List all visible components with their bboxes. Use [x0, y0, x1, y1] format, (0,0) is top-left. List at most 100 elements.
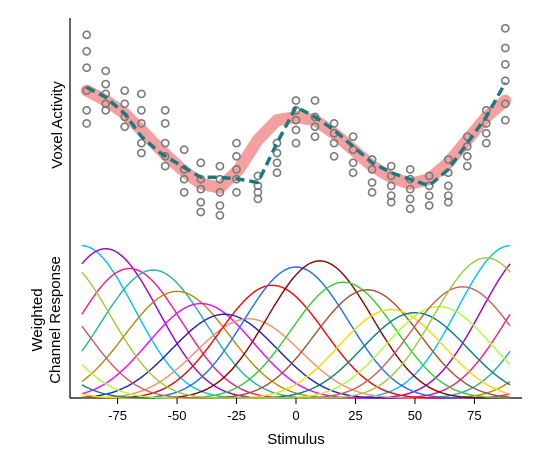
voxel-point	[500, 23, 510, 33]
voxel-point	[101, 105, 111, 115]
voxel-point	[179, 174, 189, 184]
voxel-point	[160, 151, 170, 161]
voxel-point	[405, 194, 415, 204]
channel-curve	[81, 266, 511, 399]
voxel-point	[500, 115, 510, 125]
voxel-activity-panel	[80, 23, 512, 220]
voxel-point	[348, 168, 358, 178]
voxel-point	[405, 184, 415, 194]
voxel-points-layer	[82, 23, 510, 220]
voxel-point	[462, 151, 472, 161]
voxel-point	[160, 138, 170, 148]
x-tick-label: 50	[408, 408, 422, 423]
voxel-point	[443, 197, 453, 207]
voxel-point	[120, 86, 130, 95]
voxel-point	[82, 30, 92, 40]
top-y-axis-title: Voxel Activity	[49, 81, 66, 169]
voxel-point	[160, 161, 170, 171]
voxel-point	[462, 161, 472, 171]
voxel-point	[310, 122, 320, 132]
voxel-point	[424, 171, 434, 181]
fit-curve-layer	[85, 81, 507, 188]
voxel-point	[272, 168, 282, 178]
voxel-point	[367, 164, 377, 174]
voxel-point	[196, 197, 206, 207]
voxel-point	[386, 197, 396, 207]
voxel-point	[367, 178, 377, 187]
voxel-point	[500, 99, 510, 109]
x-tick-label: 75	[467, 408, 481, 423]
voxel-point	[232, 164, 241, 174]
voxel-point	[101, 79, 111, 89]
x-tick-label: 25	[348, 408, 362, 423]
voxel-point	[291, 96, 301, 105]
voxel-point	[424, 191, 434, 200]
voxel-point	[120, 122, 130, 132]
voxel-point	[232, 151, 241, 161]
voxel-point	[348, 132, 358, 141]
voxel-point	[160, 105, 170, 115]
voxel-point	[179, 145, 189, 155]
voxel-point	[310, 96, 320, 105]
voxel-point	[160, 119, 170, 128]
voxel-point	[367, 187, 377, 197]
voxel-point	[291, 115, 301, 125]
voxel-point	[232, 187, 241, 197]
voxel-point	[481, 128, 491, 138]
voxel-point	[120, 99, 130, 109]
voxel-point	[215, 210, 225, 220]
voxel-point	[329, 119, 339, 128]
x-tick-label: -75	[108, 408, 127, 423]
voxel-point	[232, 138, 241, 148]
voxel-point	[272, 158, 282, 168]
voxel-point	[500, 76, 510, 86]
channel-curve	[81, 281, 511, 399]
voxel-point	[500, 43, 510, 53]
voxel-point	[196, 184, 206, 194]
voxel-point	[481, 138, 491, 148]
voxel-point	[329, 138, 339, 148]
voxel-point	[310, 132, 320, 141]
voxel-point	[136, 89, 146, 99]
voxel-point	[443, 155, 453, 164]
voxel-point	[443, 181, 453, 191]
voxel-point	[253, 194, 263, 204]
voxel-point	[386, 181, 396, 191]
channel-curve	[81, 284, 511, 399]
x-tick-label: -50	[168, 408, 187, 423]
x-tick-label: -25	[227, 408, 246, 423]
voxel-point	[136, 119, 146, 128]
voxel-point	[310, 112, 320, 122]
x-ticks: -75 -50 -25 0 25 50 75	[108, 398, 482, 423]
voxel-point	[196, 158, 206, 168]
x-axis-title: Stimulus	[267, 431, 325, 448]
voxel-point	[272, 148, 282, 158]
x-tick-label: 0	[292, 408, 299, 423]
voxel-point	[329, 151, 339, 161]
channel-curve	[81, 244, 511, 399]
voxel-point	[405, 164, 415, 174]
voxel-point	[215, 187, 225, 197]
voxel-point	[215, 161, 225, 171]
channel-curve	[81, 257, 511, 399]
voxel-point	[82, 46, 92, 56]
voxel-point	[82, 63, 92, 73]
voxel-point	[196, 207, 206, 217]
voxel-point	[179, 187, 189, 197]
voxel-point	[386, 161, 396, 171]
voxel-point	[291, 125, 301, 135]
voxel-point	[136, 138, 146, 148]
voxel-point	[291, 138, 301, 148]
voxel-point	[348, 158, 358, 168]
voxel-point	[424, 201, 434, 210]
voxel-point	[500, 60, 510, 69]
channel-curve	[81, 286, 511, 399]
voxel-point	[215, 201, 225, 210]
voxel-point	[386, 171, 396, 181]
voxel-point	[101, 66, 111, 76]
channel-curve	[81, 289, 511, 399]
voxel-point	[136, 148, 146, 158]
bottom-y-axis-title-line-1: Weighted	[29, 288, 46, 351]
voxel-point	[82, 105, 92, 115]
